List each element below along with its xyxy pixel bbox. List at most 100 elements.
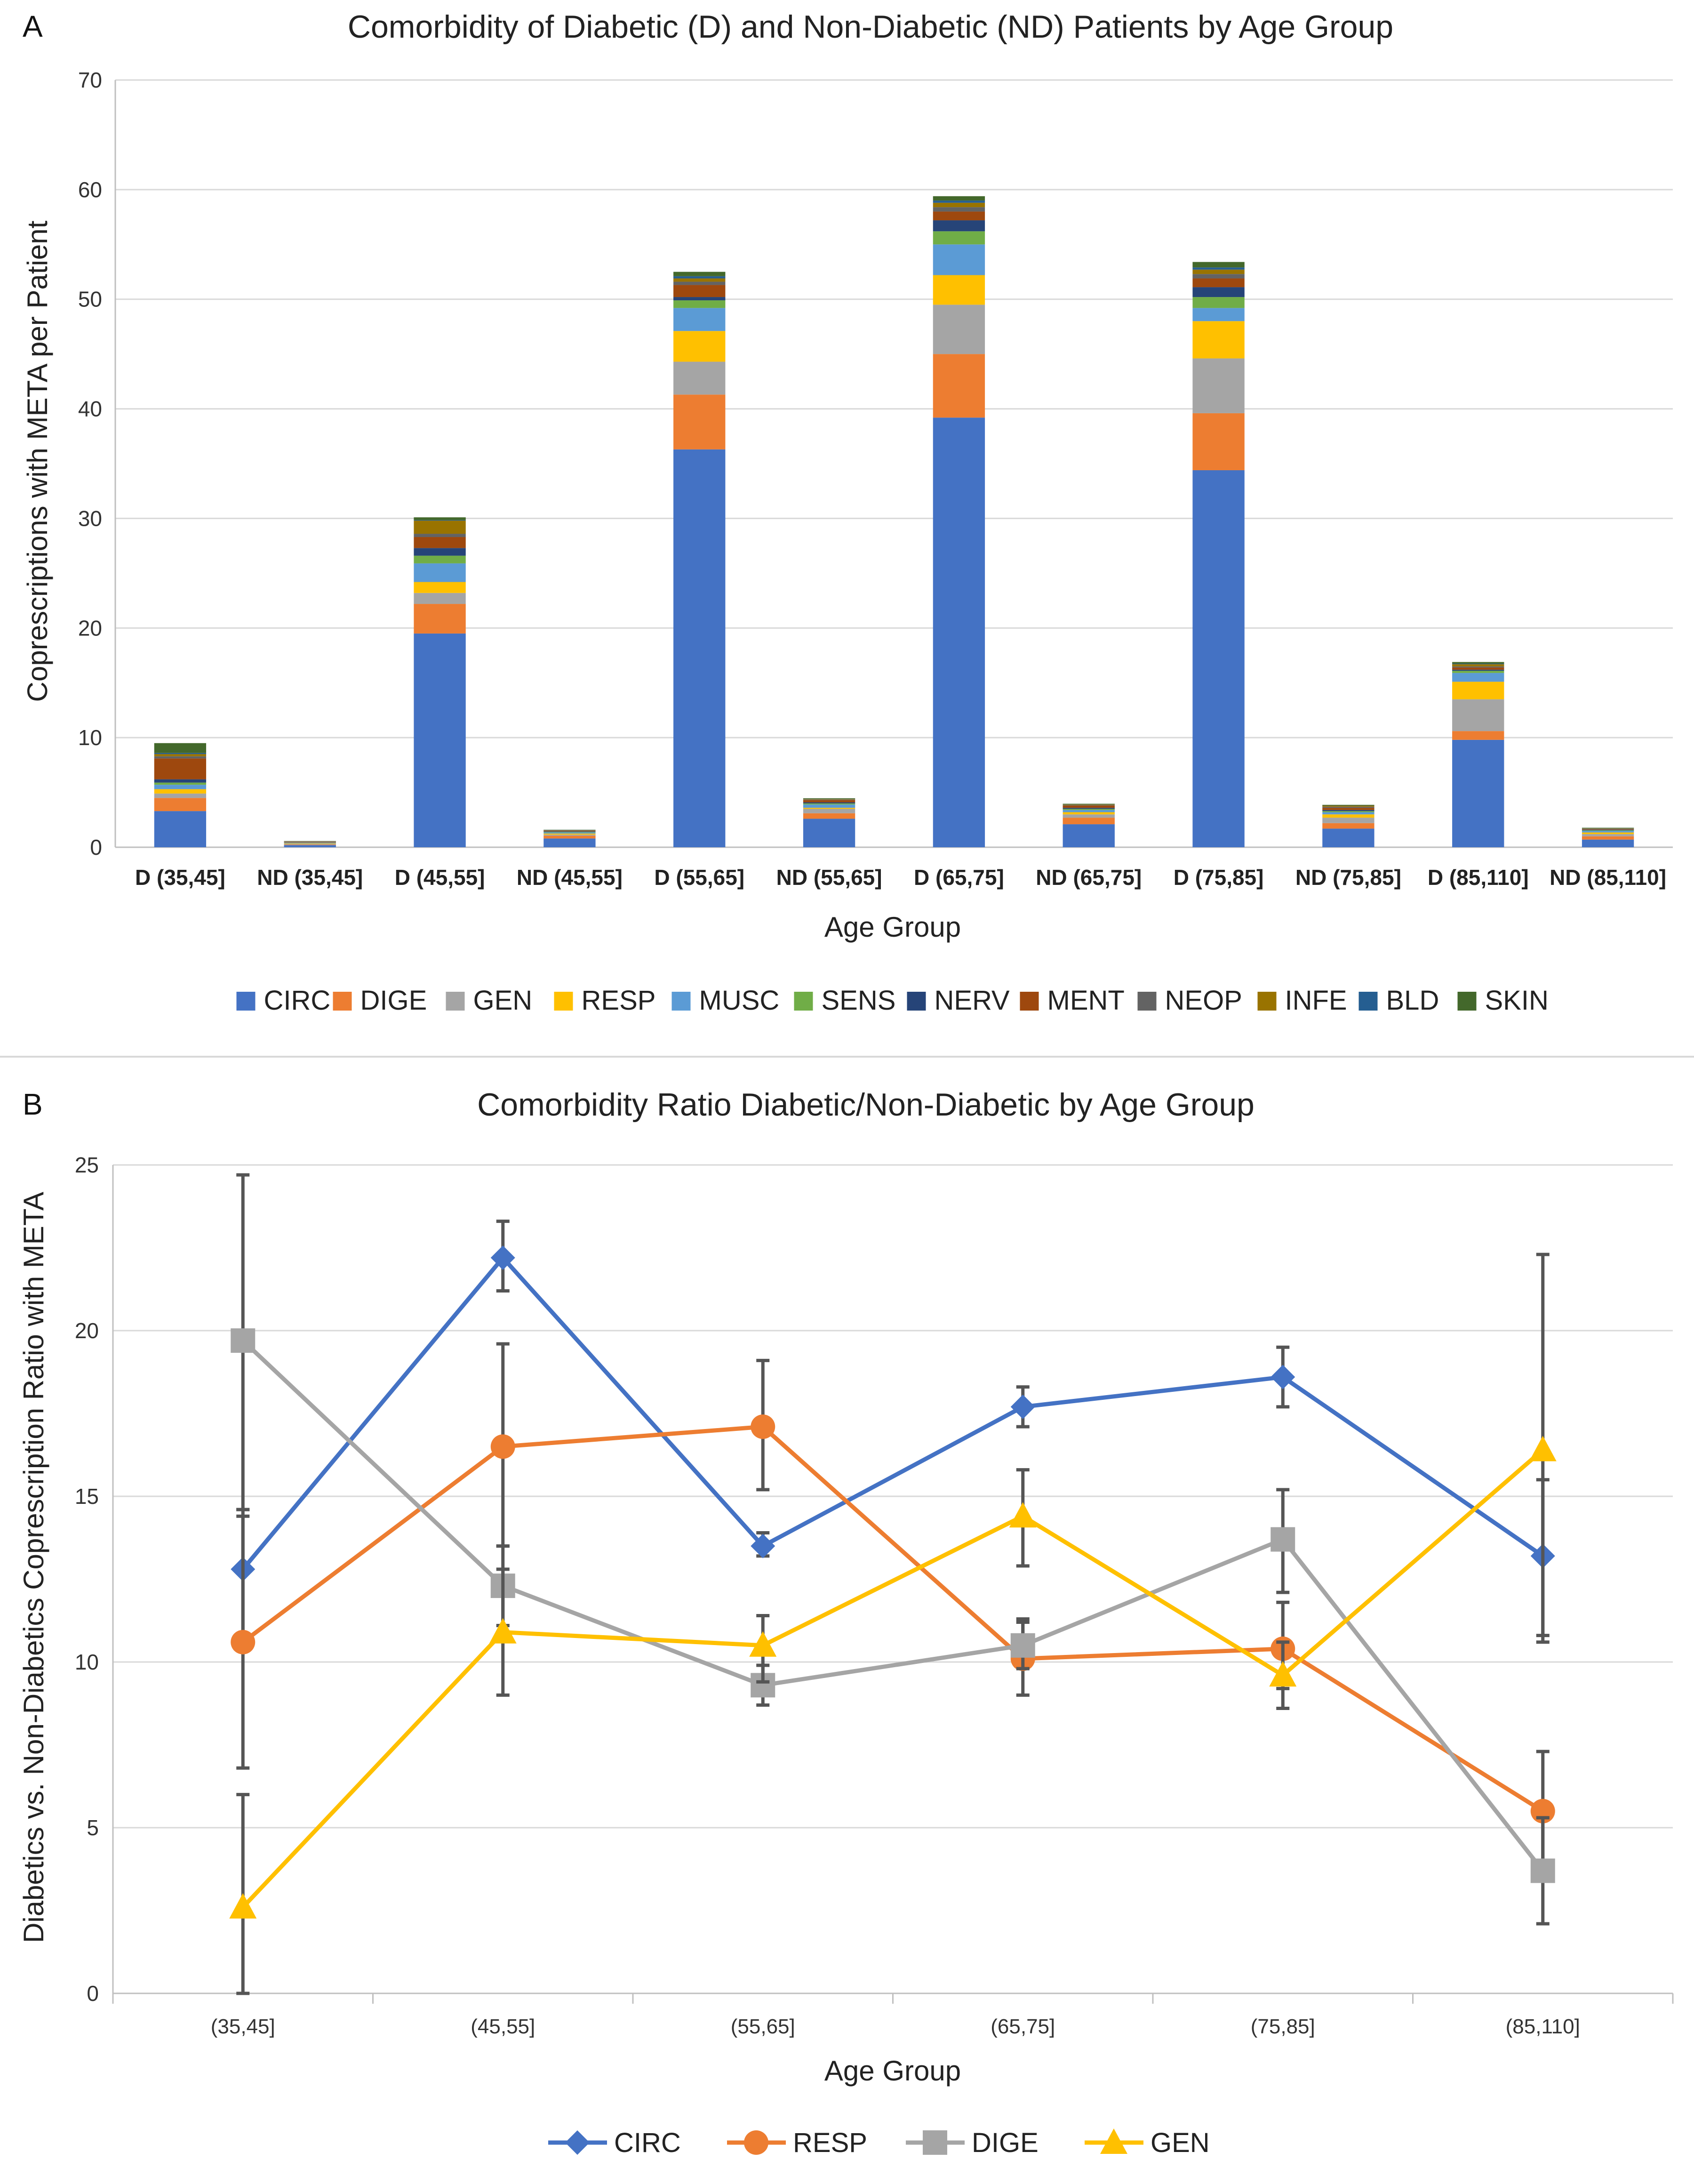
data-point-dige: [1530, 1858, 1555, 1883]
bar-segment-ment: [1452, 667, 1504, 670]
bar-segment-sens: [414, 555, 466, 563]
bar-segment-resp: [933, 275, 985, 305]
bar-segment-dige: [1582, 836, 1634, 840]
x-tick-label: (65,75]: [991, 2015, 1055, 2038]
bar-segment-ment: [154, 758, 207, 779]
bar-segment-neop: [543, 830, 596, 831]
data-point-gen: [1009, 1502, 1037, 1528]
bar-segment-sens: [1063, 809, 1115, 810]
bar-segment-bld: [414, 520, 466, 521]
bar-segment-skin: [803, 798, 855, 799]
x-tick-label: (45,55]: [471, 2015, 535, 2038]
y-tick-label: 70: [78, 68, 102, 92]
bar-segment-nerv: [1063, 808, 1115, 809]
legend-swatch-neop: [1137, 992, 1157, 1011]
series-gen: [229, 1253, 1557, 1995]
legend-label-dige: DIGE: [360, 985, 427, 1016]
bar-segment-resp: [1582, 832, 1634, 835]
panel-a-bars: [154, 196, 1634, 847]
bar-segment-gen: [1063, 814, 1115, 818]
legend-label-neop: NEOP: [1165, 985, 1242, 1016]
bar-segment-musc: [673, 308, 726, 331]
bar-segment-musc: [154, 785, 207, 789]
bar-segment-nerv: [673, 297, 726, 301]
bar-segment-dige: [1452, 731, 1504, 740]
data-point-resp: [751, 1414, 775, 1439]
series-line-circ: [241, 1255, 1544, 1571]
bar-segment-neop: [1452, 666, 1504, 668]
bar-segment-musc: [1192, 308, 1245, 321]
legend-swatch-ment: [1020, 992, 1039, 1011]
x-tick-label: (35,45]: [211, 2015, 275, 2038]
legend-marker-gen: [1100, 2128, 1127, 2154]
bar-segment-nerv: [154, 779, 207, 783]
bar-segment-dige: [284, 844, 336, 845]
bar-segment-ment: [1063, 805, 1115, 808]
bar-segment-circ: [414, 633, 466, 847]
bar-segment-sens: [1582, 830, 1634, 831]
legend-marker-circ: [565, 2130, 590, 2155]
series-line-gen: [241, 1448, 1544, 1909]
bar-segment-musc: [1063, 810, 1115, 812]
bar-segment-skin: [1452, 662, 1504, 664]
bar-segment-gen: [1322, 818, 1374, 823]
bar-segment-nerv: [1192, 287, 1245, 297]
bar-segment-musc: [1452, 673, 1504, 682]
panel-a-letter: A: [23, 9, 43, 43]
data-point-gen: [489, 1618, 517, 1644]
bar-segment-musc: [803, 804, 855, 808]
bar-segment-dige: [543, 835, 596, 839]
data-point-dige: [1010, 1633, 1035, 1658]
bar-segment-ment: [933, 211, 985, 221]
bar-segment-resp: [543, 833, 596, 835]
bar-segment-nerv: [1322, 810, 1374, 811]
bar-segment-sens: [1322, 811, 1374, 812]
bar-segment-ment: [1192, 278, 1245, 288]
series-circ: [231, 1220, 1555, 1638]
legend-label-sens: SENS: [822, 985, 896, 1016]
y-tick-label: 5: [87, 1815, 99, 1840]
data-point-circ: [490, 1245, 515, 1270]
panel-a-gridlines: [114, 79, 1673, 848]
x-tick-label: ND (35,45]: [257, 865, 363, 890]
bar-segment-gen: [1192, 358, 1245, 413]
series-line-dige: [241, 1339, 1545, 1872]
bar-segment-bld: [933, 201, 985, 203]
series-dige: [231, 1173, 1555, 1926]
bar-segment-musc: [933, 244, 985, 275]
x-tick-label: D (85,110]: [1428, 865, 1529, 890]
legend-swatch-skin: [1457, 992, 1477, 1011]
panel-b: B Comorbidity Ratio Diabetic/Non-Diabeti…: [18, 1087, 1674, 2158]
bar-segment-sens: [933, 231, 985, 245]
x-tick-label: (85,110]: [1506, 2015, 1580, 2038]
legend-swatch-sens: [794, 992, 813, 1011]
bar-segment-resp: [1322, 814, 1374, 818]
bar-segment-sens: [803, 803, 855, 805]
data-point-circ: [1270, 1365, 1295, 1389]
legend-swatch-infe: [1257, 992, 1277, 1011]
panel-b-x-ticks: (35,45] (45,55] (55,65] (65,75] (75,85] (85,1…: [112, 1993, 1674, 2038]
bar-segment-nerv: [414, 548, 466, 556]
bar-segment-ment: [284, 842, 336, 843]
bar-segment-sens: [673, 300, 726, 308]
bar-segment-resp: [154, 789, 207, 794]
bar-segment-infe: [154, 754, 207, 756]
panel-b-letter: B: [23, 1087, 43, 1121]
bar-segment-resp: [1063, 812, 1115, 815]
bar-segment-circ: [933, 418, 985, 847]
panel-a: A Comorbidity of Diabetic (D) and Non-Di…: [22, 9, 1673, 1016]
data-point-resp: [490, 1434, 515, 1459]
data-point-gen: [1529, 1436, 1557, 1461]
legend-label-circ: CIRC: [614, 2128, 681, 2158]
legend-label-resp: RESP: [582, 985, 656, 1016]
bar-segment-circ: [1582, 839, 1634, 847]
panel-a-title: Comorbidity of Diabetic (D) and Non-Diab…: [348, 9, 1393, 45]
y-tick-label: 30: [78, 506, 102, 530]
panel-a-x-axis-label: Age Group: [824, 911, 961, 943]
legend-swatch-circ: [236, 992, 256, 1011]
legend-label-dige: DIGE: [972, 2128, 1039, 2158]
panel-b-lines: [229, 1173, 1557, 1995]
bar-segment-infe: [1582, 828, 1634, 829]
bar-segment-dige: [803, 813, 855, 819]
bar-segment-circ: [803, 819, 855, 847]
